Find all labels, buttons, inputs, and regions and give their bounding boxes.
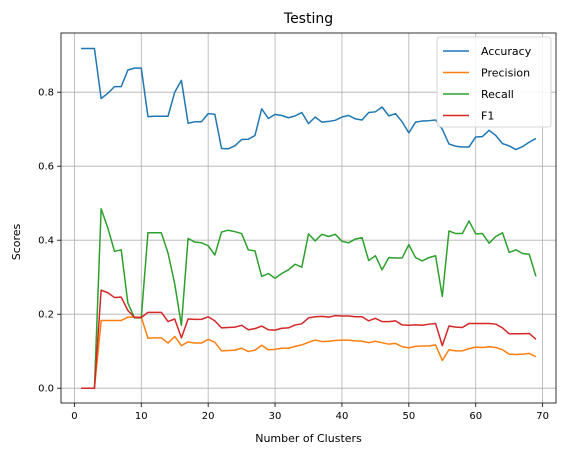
- x-tick-label: 40: [336, 411, 349, 422]
- chart-title: Testing: [283, 11, 333, 27]
- x-tick-label: 20: [202, 411, 215, 422]
- legend-label-precision: Precision: [481, 67, 530, 80]
- y-tick-label: 0.2: [38, 310, 54, 321]
- x-tick-label: 70: [536, 411, 549, 422]
- series-line-f1: [81, 289, 537, 389]
- x-tick-label: 30: [269, 411, 282, 422]
- y-axis-ticks: 0.0 0.2 0.4 0.6 0.8: [38, 88, 61, 395]
- y-tick-label: 0.8: [38, 88, 54, 99]
- y-axis-label: Scores: [10, 223, 23, 260]
- y-tick-label: 0.0: [38, 384, 54, 395]
- series-line-accuracy: [81, 47, 537, 151]
- x-tick-label: 10: [135, 411, 148, 422]
- legend-box: [436, 36, 552, 128]
- series-line-precision: [81, 316, 537, 389]
- legend-label-recall: Recall: [481, 88, 514, 101]
- series-line-recall: [81, 208, 537, 389]
- x-axis-ticks: 0 10 20 30 40 50 60 70: [71, 403, 549, 422]
- x-tick-label: 0: [71, 411, 77, 422]
- x-axis-label: Number of Clusters: [255, 432, 362, 445]
- series-group: [81, 47, 537, 389]
- legend-label-accuracy: Accuracy: [481, 45, 532, 58]
- x-tick-label: 60: [469, 411, 482, 422]
- plot-frame: [60, 32, 557, 404]
- y-tick-label: 0.4: [38, 236, 54, 247]
- y-tick-label: 0.6: [38, 162, 54, 173]
- legend: Accuracy Precision Recall F1: [436, 36, 552, 128]
- legend-label-f1: F1: [481, 110, 494, 123]
- x-tick-label: 50: [402, 411, 415, 422]
